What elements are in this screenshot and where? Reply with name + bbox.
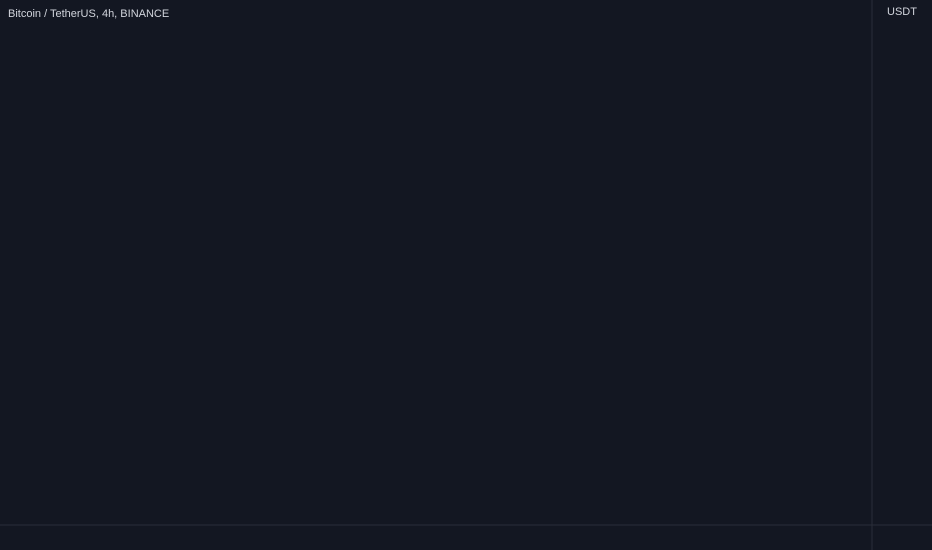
currency-label: USDT <box>887 6 917 18</box>
chart-title: Bitcoin / TetherUS, 4h, BINANCE <box>8 8 169 20</box>
